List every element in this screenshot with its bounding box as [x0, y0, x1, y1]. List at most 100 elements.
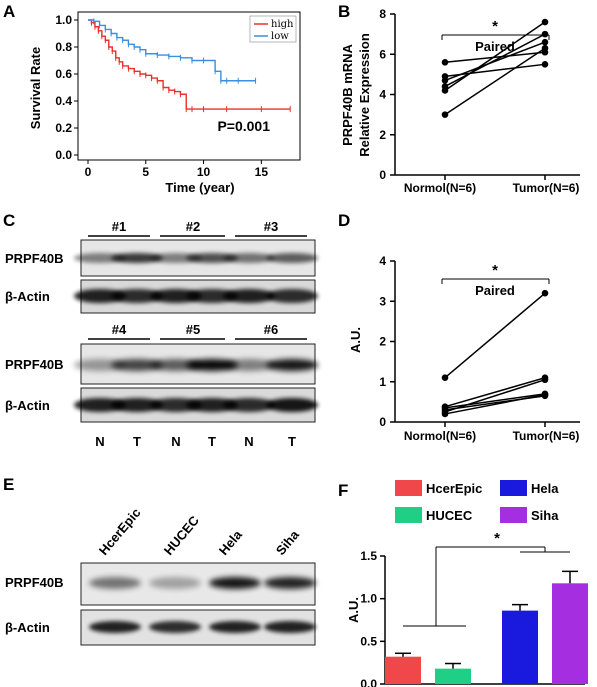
- mrna-point-tumor: [541, 18, 549, 26]
- mrna-y-label-line2: Relative Expression: [357, 33, 372, 157]
- legend-low-label: low: [271, 31, 289, 42]
- mrna-pair-line: [444, 21, 546, 92]
- actin-band: [186, 289, 238, 303]
- mrna-pair-line: [444, 51, 546, 64]
- bar-y-tick-label: 1.0: [360, 592, 377, 606]
- group-label-3: #3: [264, 219, 278, 234]
- au-y-label: A.U.: [348, 327, 363, 353]
- bar-y-tick-label: 1.5: [360, 549, 377, 563]
- bar-siha: [552, 583, 588, 684]
- blot-top-protein-label: PRPF40B: [5, 251, 64, 266]
- actin-band: [74, 398, 126, 412]
- actin-band: [266, 289, 318, 303]
- cell-line-label-hcerepic: HcerEpic: [96, 505, 144, 558]
- prpf40b-band: [266, 359, 318, 371]
- actin-band: [209, 621, 261, 633]
- panel-letter-e: E: [3, 475, 14, 494]
- mrna-category-tumor: Tumor(N=6): [513, 181, 580, 195]
- mrna-y-tick-label: 6: [379, 47, 386, 61]
- mrna-category-normal: Normol(N=6): [404, 181, 476, 195]
- mrna-y-label-line1: PRPF40B mRNA: [340, 43, 355, 145]
- western-blot-cell-lines: HcerEpic HUCEC Hela Siha PRPF40B β-Actin: [5, 505, 316, 646]
- panel-letter-f: F: [338, 481, 348, 500]
- mrna-y-tick-label: 4: [379, 88, 386, 102]
- au-y-tick-label: 2: [379, 335, 386, 349]
- mrna-point-tumor: [541, 38, 549, 46]
- survival-y-tick-label: 0.6: [55, 67, 72, 81]
- au-point-tumor: [541, 376, 549, 384]
- group-label-5: #5: [186, 322, 200, 337]
- prpf40b-band: [223, 253, 275, 263]
- survival-y-tick-label: 0.2: [55, 121, 72, 135]
- mrna-paired-chart: 0 2 4 6 8 PRPF40B mRNA Relative Expression *…: [340, 7, 580, 195]
- mrna-point-tumor: [541, 30, 549, 38]
- mrna-point-tumor: [541, 44, 549, 52]
- survival-y-label: Survival Rate: [28, 47, 43, 129]
- au-category-tumor: Tumor(N=6): [513, 429, 580, 443]
- mrna-point-tumor: [541, 61, 549, 68]
- prpf40b-band: [186, 359, 238, 371]
- bar-hucec: [435, 668, 471, 684]
- bar-y-tick-label: 0.0: [360, 677, 377, 687]
- panel-letter-b: B: [338, 2, 350, 21]
- actin-band: [223, 398, 275, 412]
- mrna-pair-line: [444, 33, 546, 88]
- legend-label-hucec: HUCEC: [426, 508, 473, 523]
- mrna-paired-label: Paired: [475, 39, 515, 54]
- prpf40b-band: [264, 577, 316, 589]
- au-point-tumor: [541, 391, 549, 398]
- au-pair-line: [444, 379, 546, 413]
- au-y-tick-label: 1: [379, 375, 386, 389]
- lane-label: N: [95, 434, 104, 449]
- legend-swatch-hucec: [395, 507, 422, 523]
- cell-line-label-siha: Siha: [273, 527, 303, 558]
- survival-y-tick-label: 0.0: [55, 148, 72, 162]
- au-paired-label: Paired: [475, 283, 515, 298]
- survival-legend: high low: [249, 15, 297, 43]
- survival-plot-frame: [77, 11, 301, 161]
- actin-band: [89, 621, 141, 633]
- actin-band: [264, 621, 316, 633]
- actin-band: [266, 398, 318, 412]
- au-pair-line: [444, 393, 546, 409]
- au-pair-line: [444, 292, 546, 379]
- prpf40b-band: [186, 253, 238, 263]
- mrna-significance: *: [492, 18, 498, 35]
- au-pair-line: [444, 393, 546, 415]
- legend-label-hcerepic: HcerEpic: [426, 481, 482, 496]
- panel-letter-a: A: [3, 2, 15, 21]
- actin-band: [149, 621, 201, 633]
- group-label-2: #2: [186, 219, 200, 234]
- au-y-tick-label: 3: [379, 294, 386, 308]
- prpf40b-band: [74, 253, 126, 263]
- prpf40b-band: [266, 253, 318, 263]
- mrna-point-normal: [441, 87, 449, 94]
- group-label-6: #6: [264, 322, 278, 337]
- mrna-point-normal: [441, 73, 449, 80]
- legend-label-hela: Hela: [531, 481, 559, 496]
- au-significance: *: [492, 262, 498, 279]
- prpf40b-band: [74, 359, 126, 371]
- survival-y-tick-label: 0.4: [55, 94, 72, 108]
- survival-x-label: Time (year): [165, 180, 234, 195]
- actin-band: [111, 398, 163, 412]
- cell-line-label-hela: Hela: [216, 527, 246, 558]
- actin-band: [111, 289, 163, 303]
- lane-label: T: [208, 434, 216, 449]
- prpf40b-band: [223, 359, 275, 371]
- blot-cells-protein-label: PRPF40B: [5, 575, 64, 590]
- lane-label: T: [133, 434, 141, 449]
- actin-band: [150, 398, 202, 412]
- mrna-y-tick-label: 8: [379, 7, 386, 21]
- survival-x-tick-label: 0: [85, 165, 92, 179]
- au-y-tick-label: 0: [379, 415, 386, 429]
- blot-top-control-label: β-Actin: [5, 289, 50, 304]
- survival-y-tick-label: 1.0: [55, 13, 72, 27]
- survival-x-tick-label: 5: [142, 165, 149, 179]
- group-label-4: #4: [112, 322, 127, 337]
- bar-y-tick-label: 0.5: [360, 634, 377, 648]
- western-blot-patients: #1 #2 #3 PRPF40B β-Actin #4 #5 #6 PRPF40…: [5, 219, 318, 449]
- bar-hcerepic: [385, 656, 421, 684]
